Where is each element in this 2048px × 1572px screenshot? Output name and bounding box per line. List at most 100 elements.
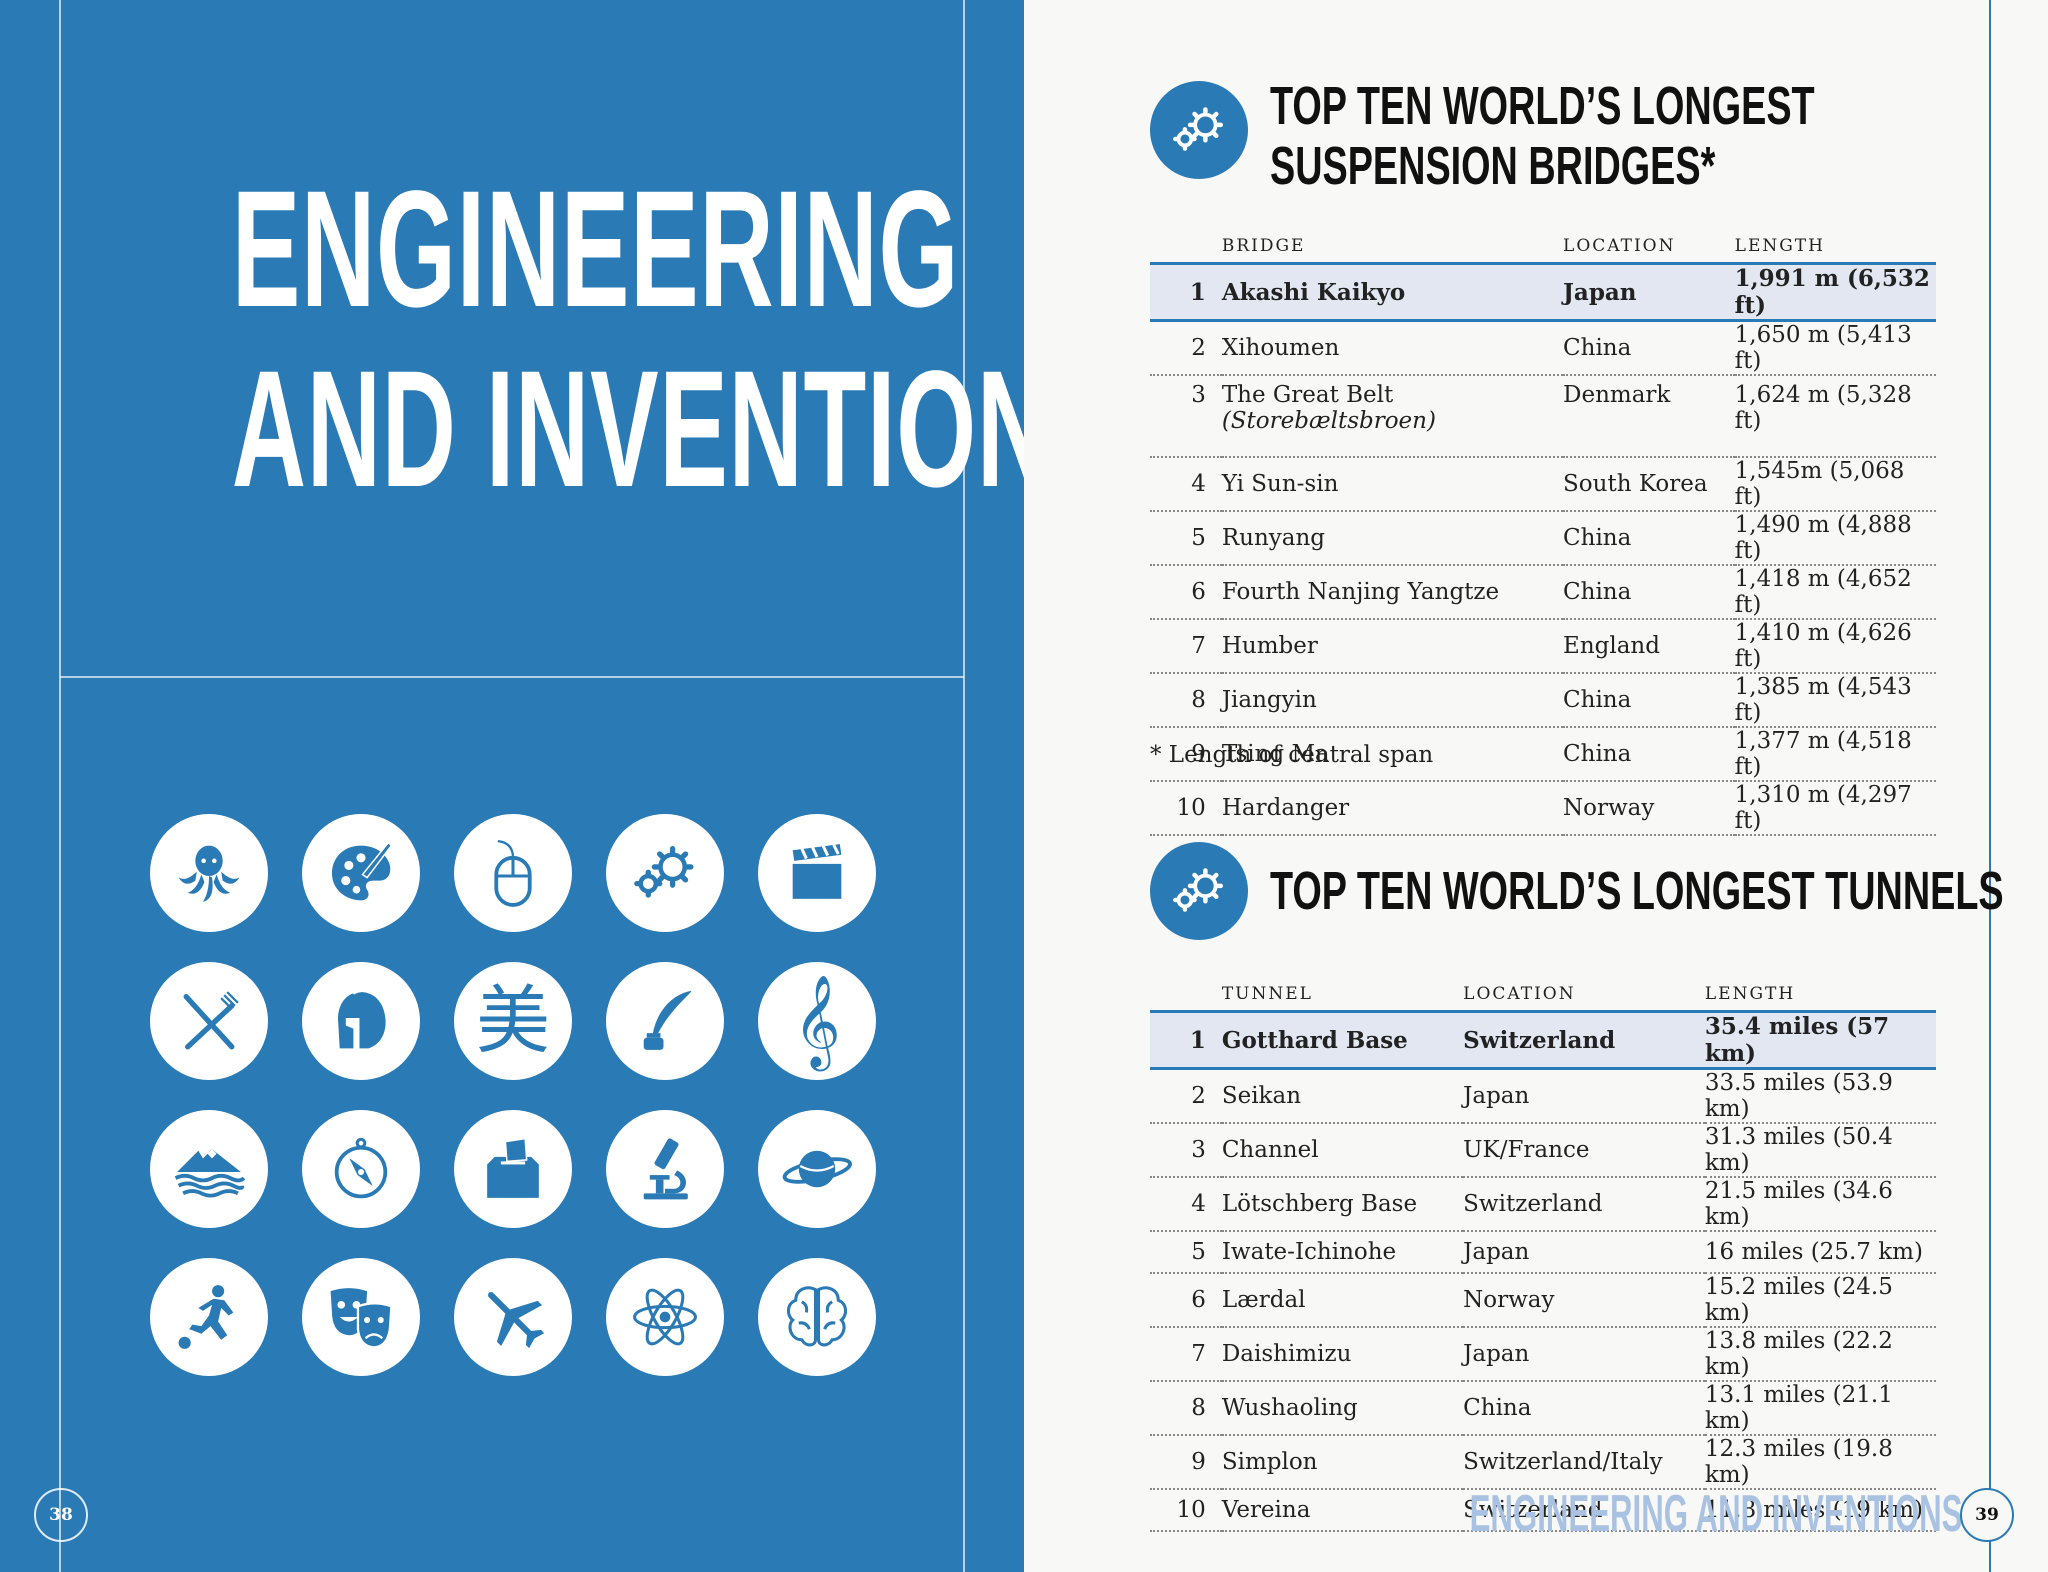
length-cell: 1,624 m (5,328 ft) [1734,375,1936,458]
length-cell: 1,650 m (5,413 ft) [1734,320,1936,376]
rank-cell: 5 [1150,511,1222,566]
rank-cell: 4 [1150,1177,1222,1232]
table-row: 7 Humber England 1,410 m (4,626 ft) [1150,619,1936,674]
length-cell: 12.3 miles (19.8 km) [1704,1435,1936,1490]
bridge-name-cell: Tsing Ma [1221,727,1564,782]
tunnel-name-cell: Seikan [1221,1068,1464,1124]
bridges-footnote: * Length of central span [1150,742,1434,768]
rank-cell: 5 [1150,1231,1222,1274]
page-rule-right [963,0,965,1572]
table-row: 4 Yi Sun-sin South Korea 1,545m (5,068 f… [1150,457,1936,512]
bridge-name-cell: Yi Sun-sin [1221,457,1564,512]
location-cell: Switzerland [1463,1177,1705,1232]
table-row: 5 Iwate-Ichinohe Japan 16 miles (25.7 km… [1150,1231,1936,1274]
length-cell: 1,385 m (4,543 ft) [1734,673,1936,728]
spartan-helmet-icon [302,962,420,1080]
table-row: 1 Gotthard Base Switzerland 35.4 miles (… [1150,1011,1936,1070]
table-row: 4 Lötschberg Base Switzerland 21.5 miles… [1150,1177,1936,1232]
tunnel-name-cell: Gotthard Base [1221,1011,1464,1070]
table-row: 10 Hardanger Norway 1,310 m (4,297 ft) [1150,781,1936,836]
location-cell: China [1463,1381,1705,1436]
length-column-header: LENGTH [1704,984,1936,1013]
location-cell: UK/France [1463,1123,1705,1178]
rank-cell: 4 [1150,457,1222,512]
theatre-masks-icon [302,1258,420,1376]
length-cell: 1,410 m (4,626 ft) [1734,619,1936,674]
tunnel-name-cell: Daishimizu [1221,1327,1464,1382]
table-row: 3 The Great Belt (Storebæltsbroen) Denma… [1150,375,1936,458]
location-cell: Switzerland [1463,1011,1705,1070]
length-cell: 16 miles (25.7 km) [1704,1231,1936,1274]
length-cell: 35.4 miles (57 km) [1704,1011,1936,1070]
table-row: 2 Seikan Japan 33.5 miles (53.9 km) [1150,1068,1936,1124]
tunnels-section: TOP TEN WORLD’S LONGEST TUNNELS TUNNEL L… [1150,842,2004,1532]
location-cell: Norway [1463,1273,1705,1328]
location-cell: Japan [1463,1231,1705,1274]
length-cell: 1,377 m (4,518 ft) [1734,727,1936,782]
bridge-name-cell: Humber [1221,619,1564,674]
length-cell: 21.5 miles (34.6 km) [1704,1177,1936,1232]
table-row: 3 Channel UK/France 31.3 miles (50.4 km) [1150,1123,1936,1178]
location-cell: England [1563,619,1735,674]
table-row: 6 Lærdal Norway 15.2 miles (24.5 km) [1150,1273,1936,1328]
table-header-row: BRIDGE LOCATION LENGTH [1150,236,1936,265]
location-cell: Japan [1463,1327,1705,1382]
rank-cell: 7 [1150,1327,1222,1382]
chapter-title-line1: ENGINEERING [231,157,960,342]
length-cell: 11.8 miles (19 km) [1704,1489,1936,1532]
location-column-header: LOCATION [1463,984,1705,1013]
palette-icon [302,814,420,932]
location-cell: South Korea [1563,457,1735,512]
length-cell: 13.8 miles (22.2 km) [1704,1327,1936,1382]
location-cell: China [1563,320,1735,376]
location-cell: Japan [1563,263,1735,322]
rank-cell: 3 [1150,1123,1222,1178]
airplane-icon [454,1258,572,1376]
rank-cell: 2 [1150,1068,1222,1124]
bridges-title-line1: TOP TEN WORLD’S LONGEST [1270,76,1815,136]
table-row: 9 Simplon Switzerland/Italy 12.3 miles (… [1150,1435,1936,1490]
rank-cell: 1 [1150,263,1222,322]
tunnels-title: TOP TEN WORLD’S LONGEST TUNNELS [1270,861,2004,921]
location-cell: China [1563,511,1735,566]
planet-icon [758,1110,876,1228]
length-cell: 1,545m (5,068 ft) [1734,457,1936,512]
bridge-name: The Great Belt [1221,382,1394,408]
mountain-sea-icon [150,1110,268,1228]
location-cell: China [1563,727,1735,782]
location-cell: Norway [1563,781,1735,836]
page-rule-horizontal [60,676,964,678]
atom-icon [606,1258,724,1376]
left-page: ENGINEERING AND INVENTIONS [0,0,1024,1572]
computer-mouse-icon [454,814,572,932]
page-number-left: 38 [34,1488,88,1542]
rank-cell: 3 [1150,375,1222,458]
category-icon-grid: 美 𝄞 [150,814,876,1376]
table-header-row: TUNNEL LOCATION LENGTH [1150,984,1936,1013]
bridge-name-cell: Jiangyin [1221,673,1564,728]
location-cell: China [1563,565,1735,620]
rank-cell: 1 [1150,1011,1222,1070]
table-row: 8 Wushaoling China 13.1 miles (21.1 km) [1150,1381,1936,1436]
knife-fork-icon [150,962,268,1080]
location-cell: China [1563,673,1735,728]
gears-icon [606,814,724,932]
table-row: 5 Runyang China 1,490 m (4,888 ft) [1150,511,1936,566]
table-row: 10 Vereina Switzerland 11.8 miles (19 km… [1150,1489,1936,1532]
table-row: 2 Xihoumen China 1,650 m (5,413 ft) [1150,320,1936,376]
page-rule-left [59,0,61,1572]
brain-icon [758,1258,876,1376]
length-cell: 1,991 m (6,532 ft) [1734,263,1936,322]
length-cell: 33.5 miles (53.9 km) [1704,1068,1936,1124]
tunnel-name-cell: Simplon [1221,1435,1464,1490]
tunnel-name-cell: Iwate-Ichinohe [1221,1231,1464,1274]
length-cell: 31.3 miles (50.4 km) [1704,1123,1936,1178]
table-row: 6 Fourth Nanjing Yangtze China 1,418 m (… [1150,565,1936,620]
running-footer-title: ENGINEERING AND INVENTIONS [1469,1485,1962,1543]
ballot-box-icon [454,1110,572,1228]
location-cell: Switzerland/Italy [1463,1435,1705,1490]
gears-icon [1150,81,1248,179]
rank-cell: 6 [1150,565,1222,620]
location-cell: Switzerland [1463,1489,1705,1532]
footballer-icon [150,1258,268,1376]
